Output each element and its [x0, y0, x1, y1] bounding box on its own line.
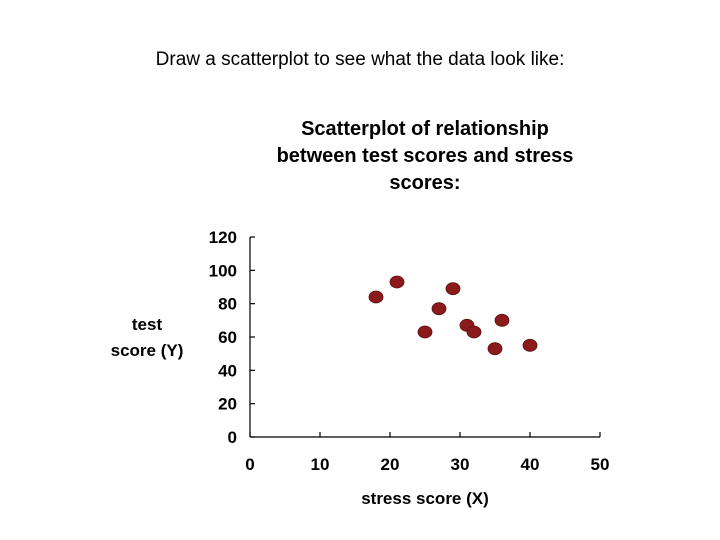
x-tick-label: 30	[451, 455, 470, 474]
x-axis-ticks: 0 10 20 30 40 50	[245, 432, 609, 474]
y-axis-label: test score (Y)	[111, 315, 184, 360]
y-tick-label: 80	[218, 295, 237, 314]
chart-title-line: between test scores and stress	[277, 145, 574, 167]
x-tick-label: 20	[381, 455, 400, 474]
data-point	[431, 302, 447, 316]
data-point	[417, 325, 433, 339]
y-tick-label: 100	[209, 261, 237, 280]
y-tick-label: 120	[209, 228, 237, 247]
chart-title-line: scores:	[389, 172, 460, 194]
data-point	[494, 313, 510, 327]
y-tick-label: 0	[228, 428, 237, 447]
data-point	[466, 325, 482, 339]
x-tick-label: 40	[521, 455, 540, 474]
chart-title: Scatterplot of relationship between test …	[277, 118, 574, 194]
x-axis-label: stress score (X)	[361, 489, 489, 508]
data-point	[368, 290, 384, 304]
y-axis-label-line: score (Y)	[111, 341, 184, 360]
y-tick-label: 20	[218, 395, 237, 414]
x-tick-label: 0	[245, 455, 254, 474]
y-axis-label-line: test	[132, 315, 163, 334]
data-point	[522, 338, 538, 352]
data-point	[487, 342, 503, 356]
data-point	[389, 275, 405, 289]
x-tick-label: 50	[591, 455, 610, 474]
x-tick-label: 10	[311, 455, 330, 474]
data-point	[445, 282, 461, 296]
y-axis-ticks: 0 20 40 60 80 100 120	[209, 228, 255, 447]
slide-heading: Draw a scatterplot to see what the data …	[155, 49, 565, 70]
data-points	[368, 275, 538, 356]
y-tick-label: 40	[218, 361, 237, 380]
y-tick-label: 60	[218, 328, 237, 347]
x-axis-label-text: stress score (X)	[361, 489, 489, 508]
chart-title-line: Scatterplot of relationship	[301, 118, 549, 140]
